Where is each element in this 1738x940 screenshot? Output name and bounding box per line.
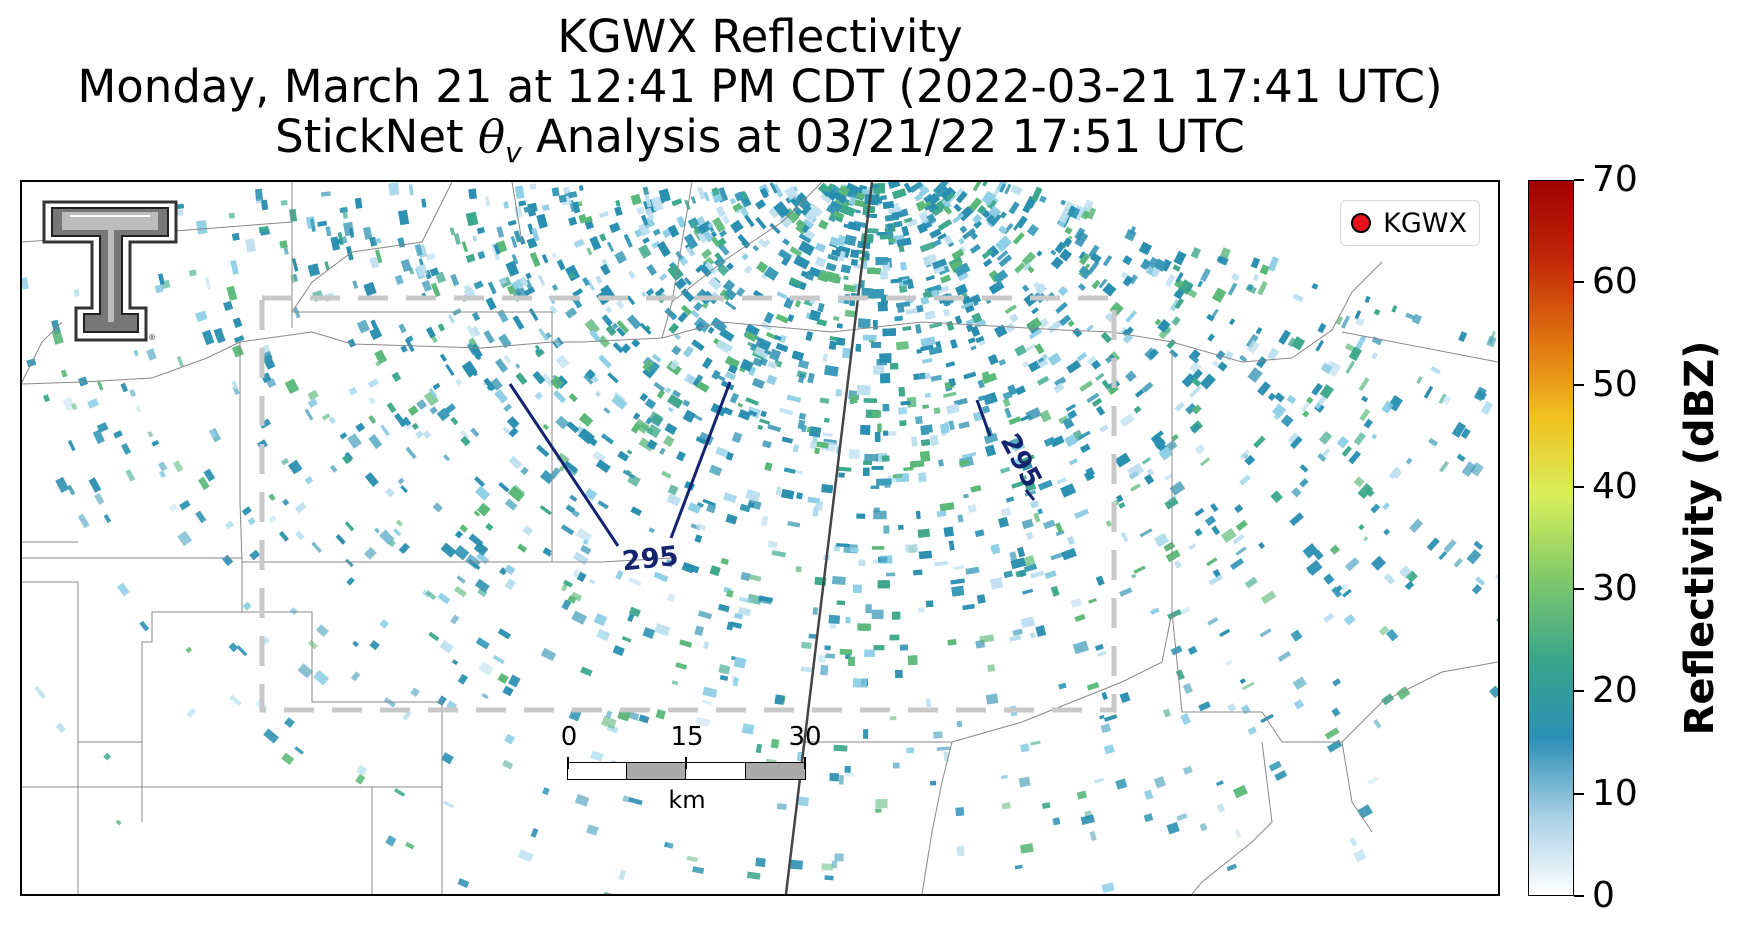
- colorbar-tick-label: 70: [1592, 159, 1638, 200]
- map-panel[interactable]: 295 295 ® KGWX 0 15 30 km: [20, 180, 1500, 896]
- contour-label-295-a: 295: [621, 541, 680, 578]
- colorbar-tick: 0: [1574, 878, 1644, 914]
- svg-text:®: ®: [148, 333, 156, 342]
- scale-label-0: 0: [560, 722, 578, 752]
- colorbar-tick-label: 50: [1592, 363, 1638, 405]
- scale-segment: [685, 762, 746, 780]
- colorbar-tick-label: 60: [1592, 261, 1638, 303]
- title-line-2: Monday, March 21 at 12:41 PM CDT (2022-0…: [77, 60, 1443, 113]
- scale-tick: [567, 757, 569, 769]
- colorbar-tick-label: 10: [1592, 772, 1638, 814]
- scale-segment: [626, 762, 686, 780]
- colorbar-tick: 30: [1574, 571, 1644, 607]
- colorbar-tick: 60: [1574, 264, 1644, 300]
- county-boundaries: [22, 182, 1498, 894]
- colorbar-tick: 40: [1574, 465, 1644, 507]
- scale-label-30: 30: [788, 722, 822, 752]
- colorbar: [1528, 180, 1574, 896]
- radar-site-marker-icon: [1351, 213, 1372, 233]
- colorbar-tick: 50: [1574, 363, 1644, 405]
- colorbar-tick-label: 0: [1592, 875, 1615, 916]
- analysis-domain-box: [259, 295, 1117, 713]
- figure-title: KGWX Reflectivity Monday, March 21 at 12…: [20, 12, 1500, 178]
- scale-bar: 0 15 30 km: [561, 722, 867, 814]
- colorbar-tick: 10: [1574, 772, 1644, 814]
- scale-segment: [745, 762, 806, 780]
- scale-segment: [567, 762, 627, 780]
- theta-v-contours: [508, 381, 1036, 547]
- title-line-3: StickNet θv Analysis at 03/21/22 17:51 U…: [275, 110, 1245, 170]
- colorbar-tick: 70: [1574, 162, 1644, 198]
- title-line-1: KGWX Reflectivity: [557, 10, 963, 63]
- contour-label-295-b: 295: [994, 429, 1048, 493]
- legend-label: KGWX: [1383, 207, 1467, 239]
- colorbar-tick-label: 20: [1592, 670, 1638, 712]
- scale-tick: [685, 757, 687, 769]
- scale-unit: km: [668, 786, 706, 814]
- colorbar-label: Reflectivity (dBZ): [1677, 340, 1723, 736]
- colorbar-ticks: 0 10 20 30 40 50 60 70: [1574, 162, 1654, 914]
- colorbar-tick: 20: [1574, 673, 1644, 709]
- texas-tech-logo: ®: [42, 200, 178, 342]
- colorbar-tick-label: 30: [1592, 568, 1638, 610]
- scale-tick: [804, 757, 806, 769]
- scale-label-15: 15: [670, 722, 704, 752]
- map-legend: KGWX: [1340, 200, 1480, 246]
- colorbar-tick-label: 40: [1592, 465, 1638, 507]
- map-canvas[interactable]: 295 295 ®: [22, 182, 1498, 894]
